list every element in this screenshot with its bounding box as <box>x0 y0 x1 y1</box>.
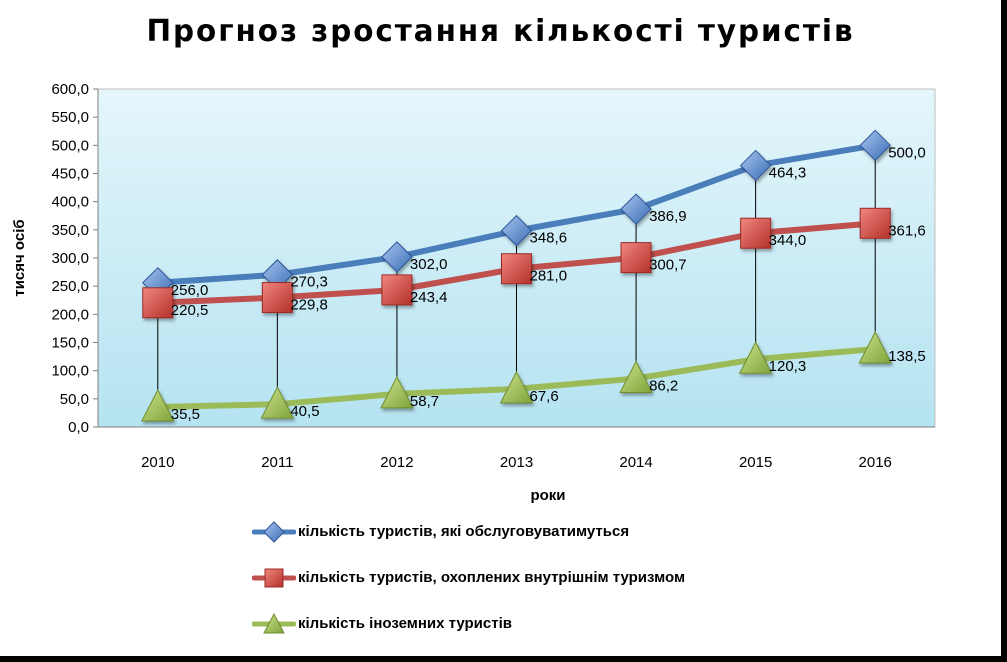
legend-item: кількість туристів, охоплених внутрішнім… <box>252 566 812 590</box>
x-tick-label: 2013 <box>500 454 533 471</box>
data-point-marker <box>859 129 891 162</box>
y-tick-label: 200,0 <box>51 306 89 323</box>
data-label: 361,6 <box>888 222 926 239</box>
data-label: 281,0 <box>530 268 568 285</box>
x-tick-label: 2010 <box>141 454 174 471</box>
data-point-marker <box>501 253 532 285</box>
data-label: 344,0 <box>769 232 807 249</box>
data-point-marker <box>620 193 652 225</box>
data-label: 256,0 <box>171 282 209 299</box>
x-tick-label: 2014 <box>619 454 652 471</box>
data-point-marker <box>740 217 772 249</box>
y-tick-label: 500,0 <box>51 137 89 154</box>
data-point-marker <box>738 341 773 374</box>
data-label: 302,0 <box>410 256 448 273</box>
data-point-marker <box>500 214 533 247</box>
y-tick-label: 550,0 <box>51 109 89 126</box>
data-point-marker <box>619 360 653 393</box>
data-labels: 256,0 270,3 302,0 348,6 386,9 464,3 500,0 220,5… <box>171 144 926 423</box>
data-label: 500,0 <box>888 144 926 161</box>
data-point-marker <box>140 388 175 422</box>
data-label: 138,5 <box>888 348 926 365</box>
legend-label: кількість іноземних туристів <box>298 615 512 632</box>
data-label: 464,3 <box>769 164 807 181</box>
data-point-marker <box>381 241 413 273</box>
x-tick-label: 2015 <box>739 454 772 471</box>
legend-swatch-diamond <box>252 521 296 543</box>
data-point-marker <box>142 287 174 319</box>
data-point-marker <box>739 149 772 182</box>
data-point-marker <box>260 386 295 419</box>
y-tick-label: 300,0 <box>51 250 89 267</box>
y-tick-label: 450,0 <box>51 166 89 183</box>
y-tick-label: 400,0 <box>51 194 89 211</box>
legend-label: кількість туристів, охоплених внутрішнім… <box>298 569 686 586</box>
data-point-marker <box>858 330 893 364</box>
data-point-marker <box>261 282 293 314</box>
data-label: 300,7 <box>649 257 687 274</box>
y-tick-label: 150,0 <box>51 335 89 352</box>
series-markers <box>140 129 893 422</box>
data-label: 386,9 <box>649 208 687 225</box>
data-label: 86,2 <box>649 377 678 394</box>
chart-title: Прогноз зростання кількості туристів <box>146 14 855 49</box>
data-label: 67,6 <box>530 388 559 405</box>
y-tick-label: 250,0 <box>51 278 89 295</box>
y-tick-label: 0,0 <box>68 419 89 436</box>
x-tick-label: 2016 <box>859 454 892 471</box>
data-point-marker <box>620 242 652 274</box>
data-point-marker <box>381 274 413 306</box>
data-label: 348,6 <box>530 230 568 247</box>
y-axis-ticks: 0,0 50,0 100,0 150,0 200,0 250,0 300,0 350,0 400… <box>51 81 98 436</box>
x-tick-label: 2012 <box>380 454 413 471</box>
data-label: 220,5 <box>171 302 209 319</box>
data-point-marker <box>859 207 891 239</box>
data-point-marker <box>499 370 534 404</box>
legend-item: кількість іноземних туристів <box>252 612 812 636</box>
y-tick-label: 50,0 <box>60 391 89 408</box>
legend-item: кількість туристів, які обслуговуватимут… <box>252 520 812 544</box>
y-tick-label: 350,0 <box>51 222 89 239</box>
legend-swatch-triangle <box>252 612 296 634</box>
x-axis-title: роки <box>530 487 565 504</box>
y-tick-label: 600,0 <box>51 81 89 98</box>
data-point-marker <box>380 375 414 409</box>
data-label: 120,3 <box>769 358 807 375</box>
data-label: 229,8 <box>290 297 328 314</box>
data-label: 35,5 <box>171 406 200 423</box>
y-tick-label: 100,0 <box>51 363 89 380</box>
data-label: 243,4 <box>410 289 448 306</box>
data-label: 58,7 <box>410 393 439 410</box>
y-axis-title: тисяч осіб <box>11 219 28 296</box>
legend-label: кількість туристів, які обслуговуватимут… <box>298 523 630 540</box>
data-label: 40,5 <box>290 403 319 420</box>
x-tick-label: 2011 <box>261 454 293 471</box>
data-label: 270,3 <box>290 274 328 291</box>
legend-swatch-square <box>252 568 296 588</box>
x-axis-ticks: 2010 2011 2012 2013 2014 2015 2016 <box>141 454 892 471</box>
